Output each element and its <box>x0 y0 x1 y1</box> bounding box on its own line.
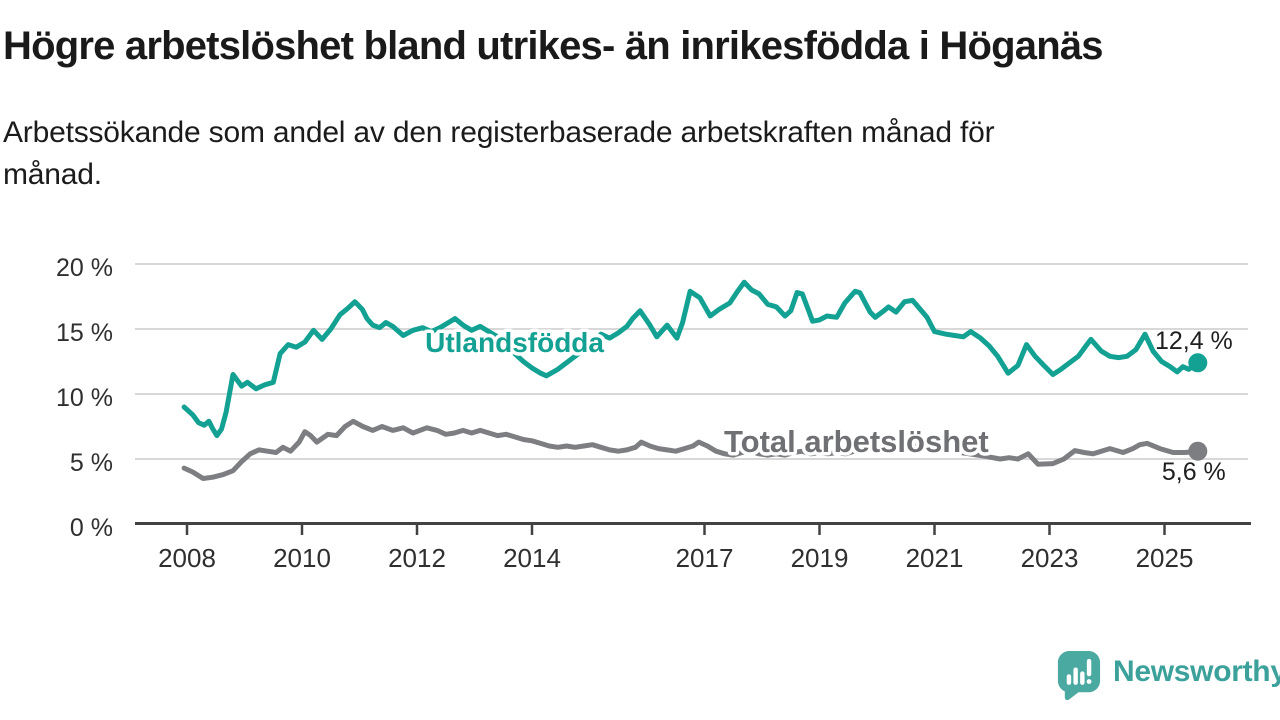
series-end-dot-total-arbetsl-shet <box>1188 441 1208 461</box>
y-tick-label-20: 20 % <box>56 254 113 282</box>
y-tick-label-5: 5 % <box>70 449 113 477</box>
subtitle-line-2: månad. <box>3 158 102 191</box>
series-label-total-arbetsl-shet: Total arbetslöshet <box>724 424 989 459</box>
x-tick-label-2008: 2008 <box>158 543 216 573</box>
page-subtitle: Arbetssökande som andel av den registerb… <box>3 112 1203 196</box>
x-tick-label-2021: 2021 <box>906 543 964 573</box>
page-title: Högre arbetslöshet bland utrikes- än inr… <box>3 24 1104 68</box>
logo-exclamation-dot <box>1086 679 1092 684</box>
logo-speech-bubble <box>1057 651 1101 701</box>
newsworthy-logo: Newsworthy <box>1056 648 1280 702</box>
subtitle-line-1: Arbetssökande som andel av den registerb… <box>3 116 995 149</box>
x-tick-label-2023: 2023 <box>1021 543 1079 573</box>
series-line-total-arbetsl-shet <box>181 418 1201 481</box>
x-tick-label-2014: 2014 <box>503 543 561 573</box>
y-tick-label-10: 10 % <box>56 384 113 412</box>
end-value-label-total-arbetsl-shet: 5,6 % <box>1162 458 1226 486</box>
x-tick-label-2019: 2019 <box>791 543 849 573</box>
logo-bar-chart-glyph <box>1066 658 1092 685</box>
series-label-utlandsf-dda: Utlandsfödda <box>425 327 604 358</box>
x-tick-label-2010: 2010 <box>273 543 331 573</box>
y-tick-label-15: 15 % <box>56 319 113 347</box>
series-line-utlandsf-dda <box>181 279 1201 439</box>
newsworthy-logo-icon <box>1057 651 1101 701</box>
series-end-dot-utlandsf-dda <box>1188 353 1208 373</box>
newsworthy-logo-text: Newsworthy <box>1113 655 1280 688</box>
end-value-label-utlandsf-dda: 12,4 % <box>1155 327 1233 355</box>
x-tick-label-2012: 2012 <box>388 543 446 573</box>
x-tick-label-2025: 2025 <box>1136 543 1194 573</box>
y-tick-label-0: 0 % <box>70 514 113 542</box>
x-tick-label-2017: 2017 <box>676 543 734 573</box>
